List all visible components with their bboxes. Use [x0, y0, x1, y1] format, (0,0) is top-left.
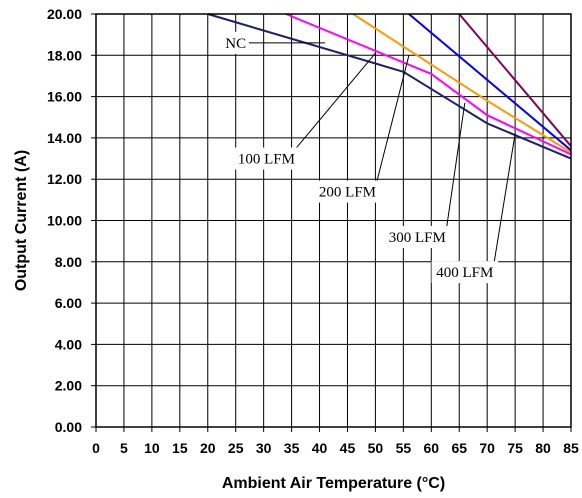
- x-tick-label: 20: [200, 440, 216, 456]
- series-line-4: [408, 13, 572, 152]
- annotation-label-5: 400 LFM: [436, 265, 493, 281]
- series-lines: [207, 13, 572, 160]
- y-tick-label: 6.00: [55, 295, 82, 311]
- x-tick-label: 50: [368, 440, 384, 456]
- annotation-label-bg: [222, 31, 249, 54]
- y-tick-label: 20.00: [47, 6, 82, 22]
- x-axis-title: Ambient Air Temperature (°C): [222, 475, 445, 492]
- annotation-label-bg: [233, 147, 300, 170]
- grid-lines: [95, 13, 572, 428]
- annotation-leader-4: [446, 102, 466, 228]
- x-tick-label: 10: [144, 440, 160, 456]
- x-tick-label: 40: [312, 440, 328, 456]
- annotation-label-2: 100 LFM: [238, 152, 295, 168]
- annotation-label-3: 200 LFM: [319, 185, 376, 201]
- y-tick-label: 16.00: [47, 89, 82, 105]
- x-tick-label: 75: [507, 440, 523, 456]
- x-tick-label: 25: [228, 440, 244, 456]
- annotation-leader-5: [493, 133, 516, 263]
- x-tick-label: 70: [479, 440, 495, 456]
- annotation-label-4: 300 LFM: [389, 230, 446, 246]
- y-tick-label: 0.00: [55, 419, 82, 435]
- x-tick-label: 80: [535, 440, 551, 456]
- series-line-2: [285, 13, 572, 156]
- y-tick-label: 2.00: [55, 378, 82, 394]
- annotation-leader-2: [295, 52, 376, 149]
- y-axis-title: Output Current (A): [13, 150, 30, 291]
- series-line-3: [352, 13, 572, 154]
- x-tick-label: 30: [256, 440, 272, 456]
- series-line-5: [458, 13, 572, 147]
- y-tick-label: 10.00: [47, 213, 82, 229]
- x-tick-label: 85: [563, 440, 579, 456]
- annotation-label-bg: [431, 261, 499, 284]
- annotation-label-bg: [314, 180, 381, 203]
- annotation-label-1: NC: [225, 36, 246, 52]
- x-tick-label: 55: [396, 440, 412, 456]
- x-tick-label: 15: [172, 440, 188, 456]
- x-tick-label: 0: [92, 440, 100, 456]
- x-axis-ticks: 0 5 10 15 20 25 30 35 40 45 50 55 60 65 70 75 80 85: [92, 427, 579, 456]
- y-tick-label: 18.00: [47, 47, 82, 63]
- x-tick-label: 60: [424, 440, 440, 456]
- y-tick-label: 4.00: [55, 336, 82, 352]
- series-line-1: [207, 13, 572, 160]
- x-tick-label: 45: [340, 440, 356, 456]
- y-tick-label: 12.00: [47, 171, 82, 187]
- annotation-leader-3: [376, 55, 410, 182]
- x-tick-label: 35: [284, 440, 300, 456]
- y-tick-label: 14.00: [47, 130, 82, 146]
- annotations: NC 100 LFM 200 LFM 300 LFM 400 LFM: [222, 31, 516, 284]
- x-tick-label: 65: [451, 440, 467, 456]
- x-tick-label: 5: [120, 440, 128, 456]
- annotation-label-bg: [383, 226, 451, 249]
- y-axis-ticks: 0.00 2.00 4.00 6.00 8.00 10.00 12.00 14.00 16.00…: [47, 6, 96, 435]
- y-tick-label: 8.00: [55, 254, 82, 270]
